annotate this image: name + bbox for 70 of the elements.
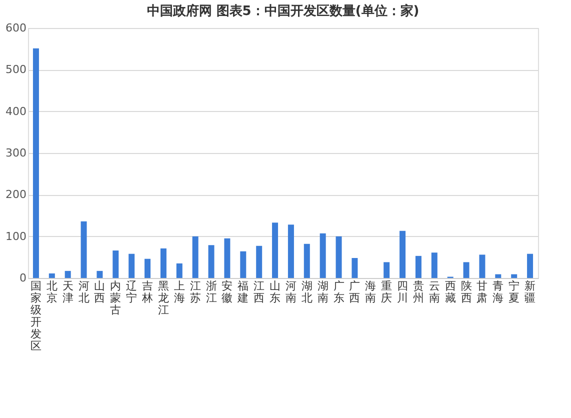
- bar: [256, 246, 262, 278]
- bar: [336, 236, 342, 278]
- x-tick-label: 四川: [397, 280, 408, 304]
- bar: [431, 252, 438, 278]
- x-tick-label: 重庆: [381, 280, 392, 304]
- x-tick-label: 山东: [270, 280, 281, 304]
- x-tick-label: 湖南: [317, 280, 328, 304]
- bar: [128, 254, 135, 278]
- bar: [463, 262, 470, 278]
- y-tick-label: 300: [6, 146, 26, 160]
- x-tick-label: 宁夏: [508, 280, 520, 304]
- bar: [511, 274, 518, 278]
- bar: [48, 273, 55, 278]
- bar: [384, 262, 390, 278]
- bar: [415, 256, 422, 278]
- x-tick-label: 湖北: [301, 280, 312, 304]
- bar: [80, 221, 87, 278]
- x-tick-label: 上海: [174, 280, 185, 304]
- x-tick-label: 山西: [94, 280, 106, 304]
- x-tick-label: 广东: [333, 280, 344, 304]
- x-tick-label: 西藏: [444, 280, 456, 304]
- y-tick-label: 200: [6, 188, 26, 202]
- y-tick-label: 400: [6, 104, 26, 118]
- bar: [144, 258, 151, 278]
- x-tick-label: 河南: [285, 280, 296, 304]
- bar: [272, 222, 278, 278]
- x-tick-label: 海南: [365, 280, 376, 304]
- bar: [192, 236, 198, 278]
- bar: [112, 250, 119, 278]
- x-tick-label: 云南: [428, 280, 440, 304]
- x-tick-label: 北京: [46, 280, 58, 304]
- x-tick-label: 江苏: [190, 280, 201, 304]
- x-tick-label: 新疆: [524, 280, 536, 304]
- x-tick-label: 天津: [62, 280, 74, 304]
- y-tick-label: 600: [6, 22, 26, 34]
- y-tick-label: 0: [20, 272, 26, 284]
- bar: [288, 224, 294, 278]
- bar: [320, 233, 326, 278]
- x-tick-label: 国家级开发区: [30, 280, 42, 352]
- x-tick-label: 黑龙江: [158, 280, 169, 316]
- bar: [32, 48, 39, 278]
- x-tick-label: 福建: [236, 280, 249, 304]
- x-tick-label: 青海: [492, 280, 504, 304]
- bar: [400, 230, 406, 278]
- x-tick-label: 浙江: [206, 280, 217, 304]
- x-tick-label: 辽宁: [126, 280, 138, 304]
- bar: [208, 245, 214, 278]
- bar: [240, 251, 246, 278]
- chart-title: 中国政府网 图表5：中国开发区数量(单位：家): [146, 3, 420, 19]
- bar: [352, 258, 358, 278]
- bar: [224, 238, 230, 278]
- bar: [160, 248, 166, 278]
- x-tick-label: 江西: [254, 280, 265, 304]
- bar: [176, 263, 182, 278]
- x-tick-label: 甘肃: [476, 280, 488, 304]
- x-tick-label: 贵州: [412, 280, 424, 304]
- y-tick-label: 100: [6, 230, 26, 243]
- x-tick-label: 内蒙古: [110, 280, 122, 316]
- bar: [304, 244, 310, 278]
- x-tick-label: 陕西: [460, 280, 472, 304]
- x-tick-label: 吉林: [141, 280, 154, 304]
- bar: [64, 270, 71, 278]
- y-tick-label: 500: [6, 63, 26, 76]
- bar: [527, 254, 534, 278]
- x-tick-label: 广西: [349, 280, 360, 304]
- bar: [96, 270, 103, 278]
- bar: [479, 254, 486, 278]
- x-tick-label: 河北: [78, 280, 90, 304]
- x-tick-label: 安徽: [222, 280, 233, 304]
- bar: [495, 274, 502, 278]
